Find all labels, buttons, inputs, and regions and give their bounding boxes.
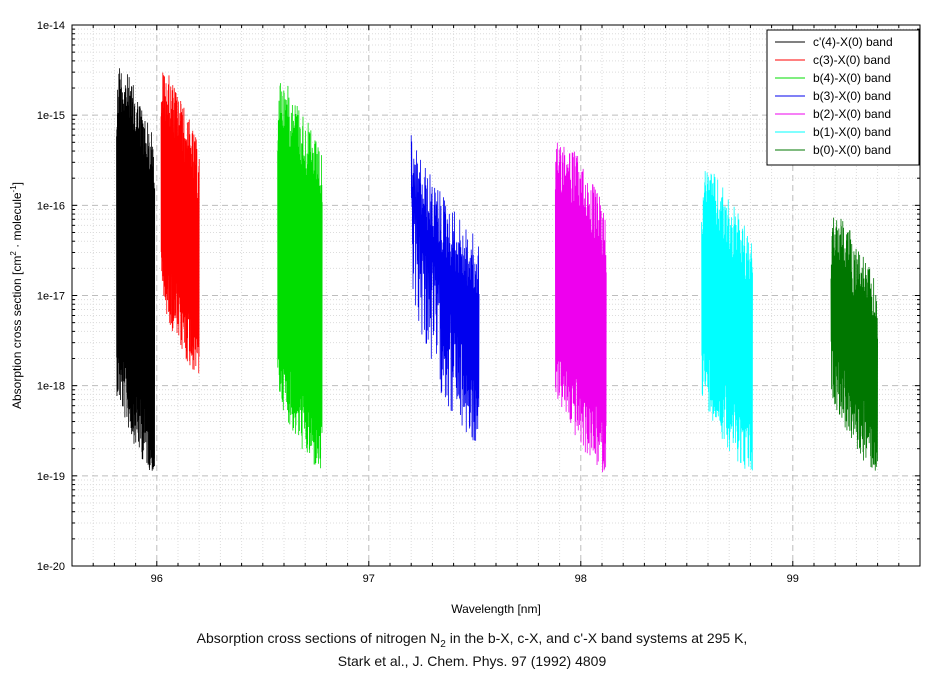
series-line-5	[554, 142, 607, 473]
legend-entry: b(0)-X(0) band	[813, 143, 891, 157]
series-line-4	[410, 135, 480, 441]
caption-line-1: Absorption cross sections of nitrogen N2…	[0, 630, 944, 650]
x-tick-label: 96	[151, 573, 163, 585]
y-tick-label: 1e-20	[37, 561, 65, 573]
caption-line1-post: in the b-X, c-X, and c'-X band systems a…	[445, 630, 748, 646]
x-tick-label: 99	[787, 573, 799, 585]
series-layer	[116, 68, 878, 473]
y-label-post: ]	[10, 182, 24, 185]
y-label-sup2: -1	[9, 185, 18, 193]
series-line-2	[160, 72, 200, 374]
y-label-sup1: 2	[9, 251, 18, 256]
series-line-1	[116, 68, 156, 471]
series-line-7	[830, 217, 878, 471]
caption-line1-sub: 2	[440, 638, 446, 650]
legend-entry: b(4)-X(0) band	[813, 71, 891, 85]
y-tick-label: 1e-14	[37, 20, 65, 32]
caption-line-2: Stark et al., J. Chem. Phys. 97 (1992) 4…	[337, 653, 607, 669]
y-axis-label: Absorption cross section [cm2 · molecule…	[9, 182, 25, 409]
legend-entry: c'(4)-X(0) band	[813, 35, 893, 49]
legend-box	[766, 29, 920, 166]
y-label-pre: Absorption cross section [cm	[10, 256, 24, 409]
y-tick-label: 1e-18	[37, 381, 65, 393]
caption-line1-pre: Absorption cross sections of nitrogen N	[196, 630, 441, 646]
legend: c'(4)-X(0) band c(3)-X(0) band b(4)-X(0) b…	[766, 29, 920, 166]
legend-entry: b(1)-X(0) band	[813, 125, 891, 139]
x-tick-label: 97	[363, 573, 375, 585]
y-tick-label: 1e-15	[37, 110, 65, 122]
y-tick-label: 1e-17	[37, 291, 65, 303]
series-line-6	[701, 171, 753, 471]
y-tick-label: 1e-19	[37, 471, 65, 483]
legend-entry: b(2)-X(0) band	[813, 107, 891, 121]
grid	[71, 25, 921, 567]
y-label-mid: · molecule	[10, 192, 24, 251]
series-line-3	[277, 83, 323, 469]
legend-entry: c(3)-X(0) band	[813, 53, 890, 67]
legend-entry: b(3)-X(0) band	[813, 89, 891, 103]
y-tick-label: 1e-16	[37, 200, 65, 212]
x-axis-label: Wavelength [nm]	[451, 602, 541, 616]
x-tick-label: 98	[575, 573, 587, 585]
